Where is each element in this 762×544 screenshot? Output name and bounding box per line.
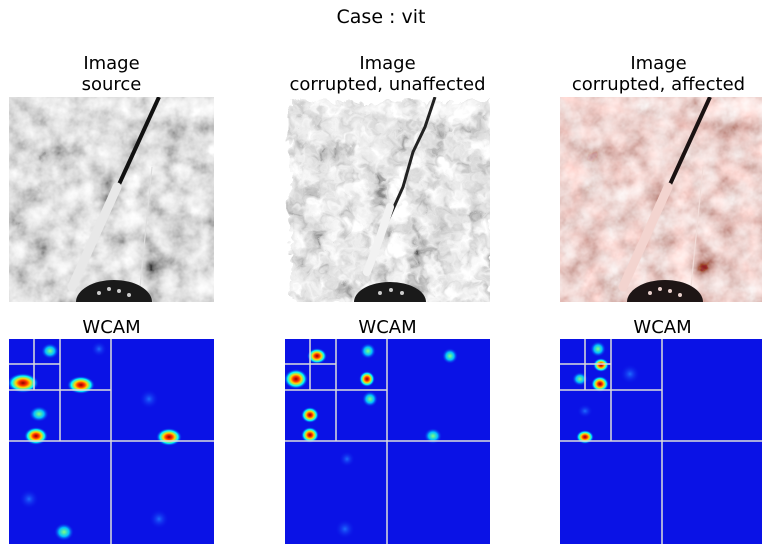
image-title-line2: corrupted, affected — [571, 74, 746, 95]
wcam-title-1: WCAM — [82, 317, 141, 338]
image-title-line1: Image — [359, 53, 416, 74]
source-image — [9, 97, 214, 302]
wcam-heatmap-corrupted-unaffected — [285, 339, 490, 544]
wcam-title-2: WCAM — [358, 317, 417, 338]
image-title-line2: source — [81, 74, 142, 95]
corrupted-unaffected-image — [285, 97, 490, 302]
image-title-source: Image source — [9, 53, 214, 95]
image-title-corrupted-unaffected: Image corrupted, unaffected — [285, 53, 490, 95]
image-title-line2: corrupted, unaffected — [289, 74, 486, 95]
wcam-heatmap-corrupted-affected — [560, 339, 762, 544]
suptitle: Case : vit — [336, 6, 426, 28]
image-title-corrupted-affected: Image corrupted, affected — [555, 53, 762, 95]
wcam-title-3: WCAM — [633, 317, 692, 338]
corrupted-affected-image — [560, 97, 762, 302]
image-title-line1: Image — [630, 53, 687, 74]
image-title-line1: Image — [83, 53, 140, 74]
wcam-heatmap-source — [9, 339, 214, 544]
